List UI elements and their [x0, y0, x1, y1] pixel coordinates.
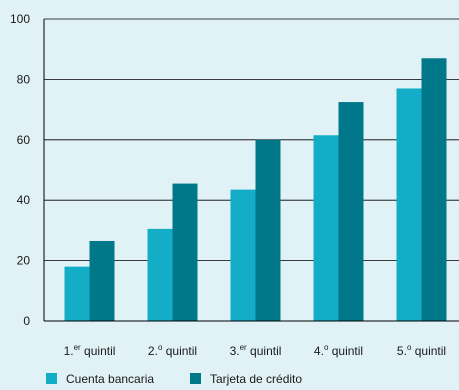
bar-tarjeta-de-credito-2 — [172, 183, 198, 321]
y-tick-label: 100 — [10, 12, 30, 26]
legend-label-2: Tarjeta de crédito — [210, 372, 302, 386]
bar-cuenta-bancaria-3 — [230, 189, 256, 321]
x-tick-label: 5.o quintil — [397, 343, 446, 358]
legend-swatch-2 — [190, 373, 201, 384]
bars — [64, 58, 447, 322]
bar-tarjeta-de-credito-1 — [89, 240, 115, 321]
bar-cuenta-bancaria-2 — [147, 228, 173, 321]
y-tick-label: 20 — [17, 254, 31, 268]
y-tick-label: 40 — [17, 193, 31, 207]
y-tick-label: 60 — [17, 133, 31, 147]
x-tick-label: 1.er quintil — [64, 343, 116, 358]
x-tick-label: 4.o quintil — [314, 343, 363, 358]
legend-label-1: Cuenta bancaria — [66, 372, 154, 386]
bar-cuenta-bancaria-5 — [396, 88, 422, 322]
bar-tarjeta-de-credito-3 — [255, 139, 281, 321]
bar-cuenta-bancaria-1 — [64, 266, 90, 321]
bar-tarjeta-de-credito-4 — [338, 102, 364, 321]
bar-cuenta-bancaria-4 — [313, 135, 339, 321]
x-tick-label: 3.er quintil — [230, 343, 282, 358]
x-axis: 1.er quintil 2.o quintil 3.er quintil 4.o q… — [64, 343, 446, 358]
legend-swatch-1 — [46, 373, 57, 384]
y-axis: 0 20 40 60 80 100 — [10, 12, 459, 328]
legend: Cuenta bancaria Tarjeta de crédito — [46, 372, 302, 386]
bar-tarjeta-de-credito-5 — [421, 58, 447, 321]
y-tick-label: 80 — [17, 72, 31, 86]
gridlines — [44, 18, 459, 262]
x-tick-label: 2.o quintil — [148, 343, 197, 358]
y-tick-label: 0 — [23, 314, 30, 328]
